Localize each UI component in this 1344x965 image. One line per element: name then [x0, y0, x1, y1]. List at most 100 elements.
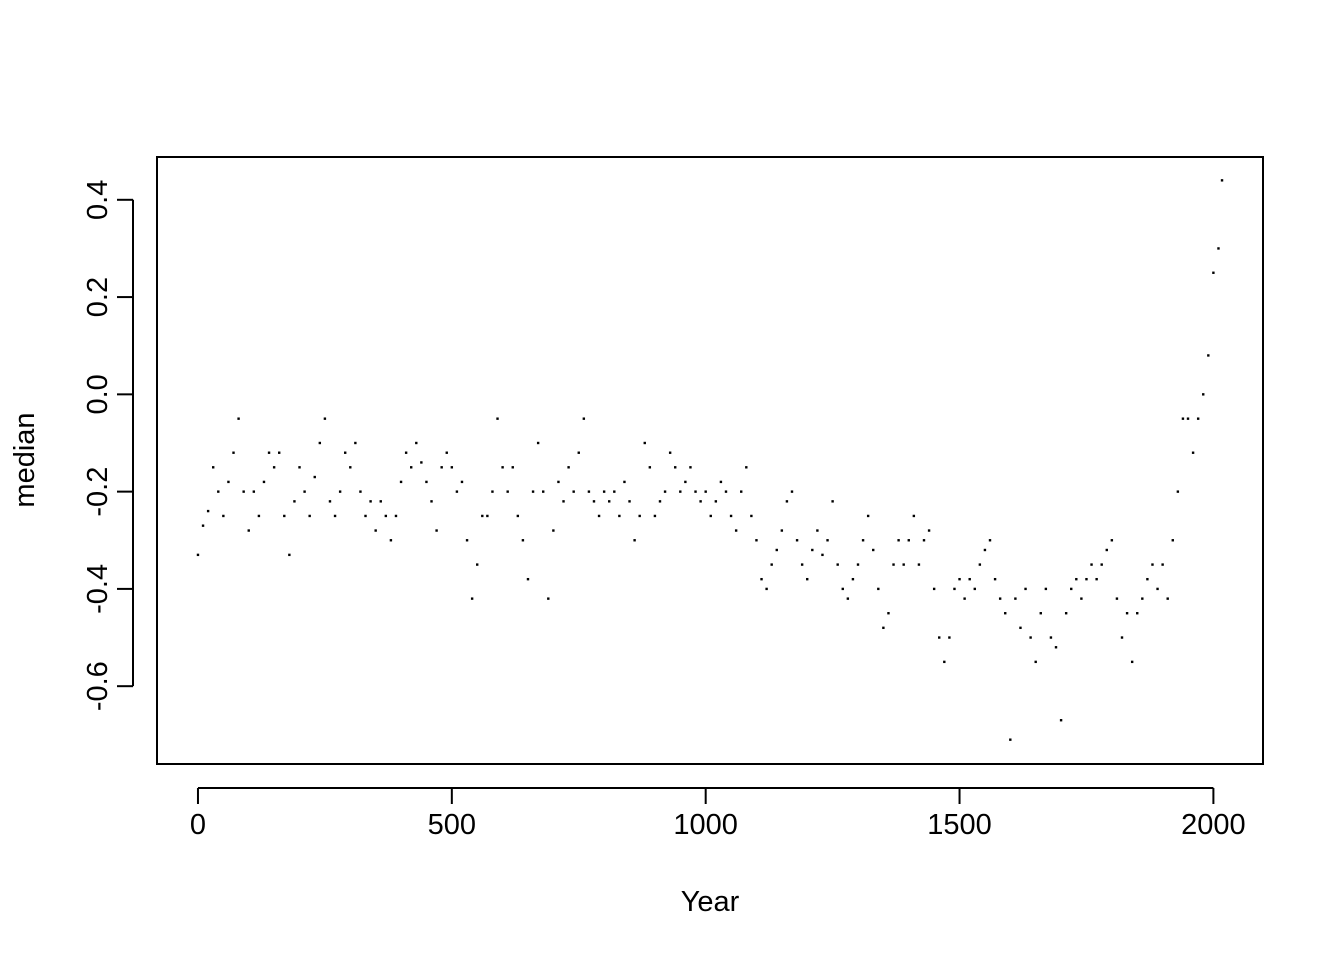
point	[212, 466, 215, 469]
y-axis-label: median	[9, 412, 41, 507]
point	[338, 490, 342, 493]
point	[679, 490, 682, 493]
point	[1212, 271, 1215, 274]
point	[521, 539, 525, 542]
point	[1034, 660, 1037, 664]
point	[846, 597, 850, 600]
point	[917, 563, 921, 566]
point	[689, 466, 692, 469]
point	[1120, 636, 1124, 639]
point	[1100, 563, 1103, 566]
point	[445, 451, 448, 454]
point	[333, 514, 337, 518]
point	[755, 539, 758, 542]
point	[308, 514, 311, 518]
point	[1181, 417, 1185, 420]
point	[953, 587, 956, 591]
point	[410, 466, 413, 469]
point	[927, 529, 931, 532]
point	[1151, 563, 1154, 566]
point	[465, 539, 469, 542]
point	[536, 441, 540, 445]
point	[648, 466, 652, 469]
point	[709, 514, 712, 518]
point	[557, 480, 560, 484]
point	[724, 490, 728, 493]
point	[227, 480, 230, 484]
point	[1146, 577, 1149, 581]
point	[597, 514, 601, 518]
point	[668, 451, 672, 454]
point	[1009, 738, 1012, 741]
point	[399, 480, 403, 484]
point	[1049, 636, 1053, 639]
point	[775, 548, 778, 552]
point	[201, 524, 205, 527]
point	[623, 480, 626, 484]
point	[1080, 597, 1083, 600]
point	[384, 514, 388, 518]
point	[313, 475, 316, 479]
point	[821, 553, 824, 557]
point	[232, 451, 235, 454]
point	[404, 451, 408, 454]
point	[389, 539, 393, 542]
point	[572, 490, 575, 493]
point	[922, 539, 926, 542]
point	[795, 539, 799, 542]
point	[440, 466, 443, 469]
point	[872, 548, 875, 552]
point	[496, 417, 499, 420]
point	[1191, 451, 1195, 454]
point	[1217, 247, 1220, 250]
point	[542, 490, 545, 493]
point	[1136, 612, 1139, 615]
point	[567, 466, 570, 469]
point	[1070, 587, 1073, 591]
point	[613, 490, 616, 493]
point	[364, 514, 367, 518]
point	[511, 466, 514, 469]
point	[379, 500, 382, 503]
point	[303, 490, 306, 493]
point	[902, 563, 905, 566]
point	[516, 514, 520, 518]
point	[1105, 548, 1108, 552]
point	[1166, 597, 1169, 600]
point	[1039, 612, 1042, 615]
point	[1090, 563, 1093, 566]
x-tick-label: 1000	[673, 809, 738, 841]
point	[577, 451, 580, 454]
point	[262, 480, 266, 484]
point	[344, 451, 347, 454]
point	[354, 441, 357, 445]
point	[643, 441, 646, 445]
point	[780, 529, 784, 532]
point	[1024, 587, 1027, 591]
point	[765, 587, 768, 591]
point	[222, 514, 225, 518]
point	[887, 612, 890, 615]
point	[628, 500, 631, 503]
point	[1044, 587, 1048, 591]
point	[1130, 660, 1134, 664]
point	[1075, 577, 1078, 581]
point	[242, 490, 245, 493]
point	[958, 577, 961, 581]
point	[851, 577, 855, 581]
point	[247, 529, 250, 532]
point	[1156, 587, 1159, 591]
point	[963, 597, 966, 600]
point	[1085, 577, 1088, 581]
point	[283, 514, 286, 518]
point	[719, 480, 723, 484]
point	[968, 577, 971, 581]
point	[993, 577, 997, 581]
point	[1064, 612, 1068, 615]
point	[948, 636, 951, 639]
point	[460, 480, 464, 484]
point	[298, 466, 301, 469]
point	[547, 597, 550, 600]
point	[811, 548, 814, 552]
